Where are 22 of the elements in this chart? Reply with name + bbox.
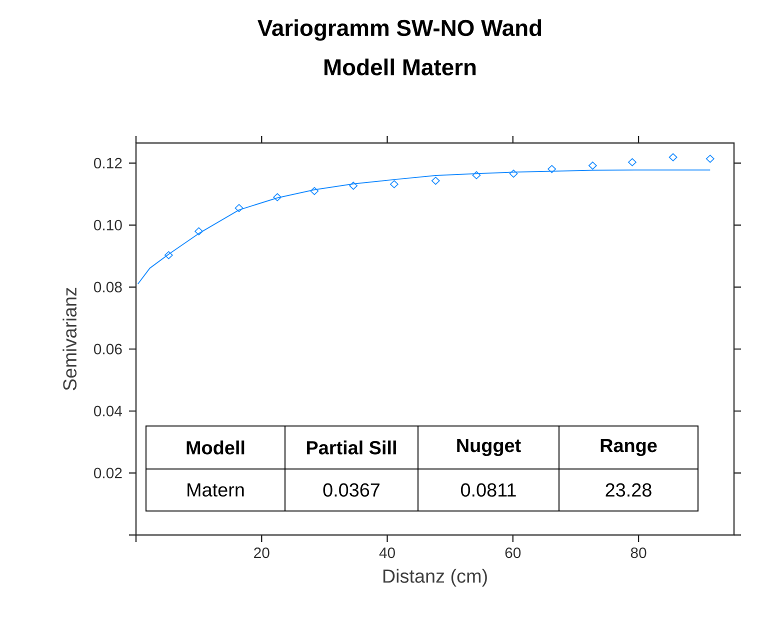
x-tick-label: 40: [379, 548, 395, 558]
annotation: 0.0367: [323, 483, 380, 497]
annotation: Range: [600, 438, 657, 456]
y-axis-title: Semivarianz: [62, 288, 77, 390]
y-tick-label: 0.12: [94, 158, 122, 168]
annotation: 0.0811: [460, 483, 516, 497]
annotation: Matern: [188, 483, 244, 497]
y-tick-label: 0.02: [94, 468, 122, 478]
chart-title: Variogramm SW-NO Wand: [258, 19, 542, 41]
x-tick-label: 80: [630, 548, 646, 558]
y-tick-label: 0.10: [94, 220, 122, 230]
annotation: Partial Sill: [307, 440, 396, 454]
annotation: 23.28: [606, 483, 652, 497]
y-tick-label: 0.06: [94, 344, 122, 354]
annotation: Nugget: [457, 438, 521, 456]
x-tick-label: 20: [254, 548, 270, 558]
annotation: Modell: [186, 440, 244, 454]
x-tick-label: 60: [505, 548, 521, 558]
chart-subtitle: Modell Matern: [324, 58, 476, 76]
y-tick-label: 0.04: [94, 406, 122, 416]
y-tick-label: 0.08: [94, 282, 122, 292]
x-axis-title: Distanz (cm): [383, 568, 487, 587]
